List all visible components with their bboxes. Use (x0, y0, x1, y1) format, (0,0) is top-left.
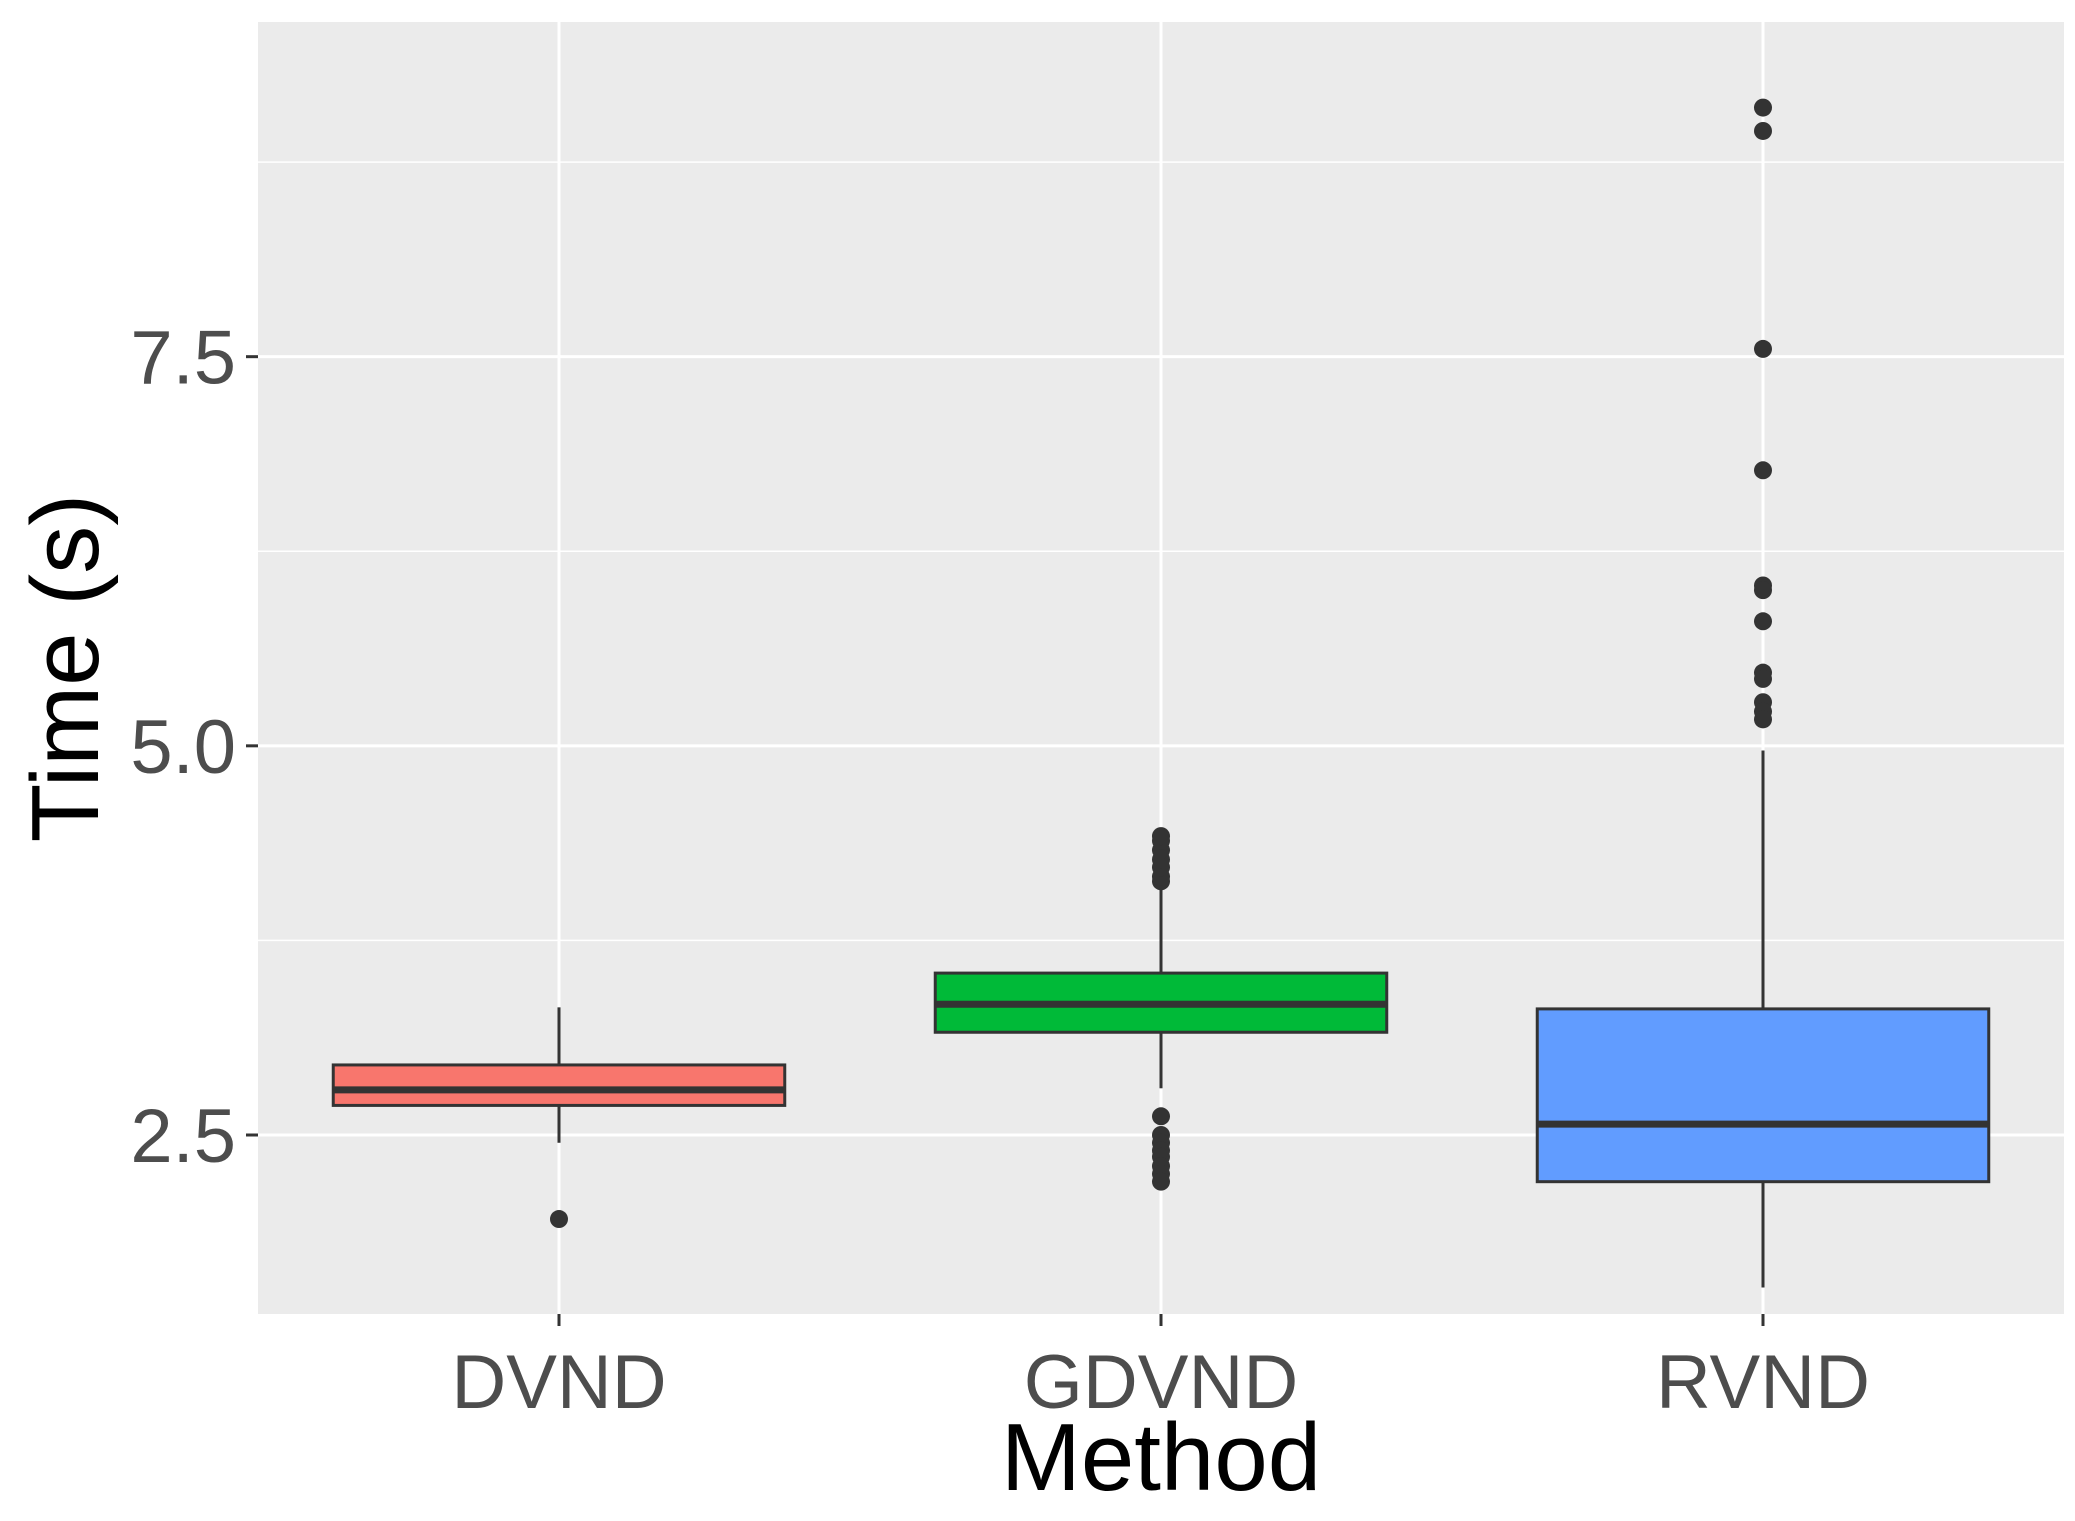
outlier-point (1754, 710, 1772, 729)
x-tick-label: DVND (451, 1340, 666, 1425)
y-tick-label: 2.5 (130, 1094, 236, 1179)
outlier-point (1754, 461, 1772, 480)
box-iqr (331, 1063, 787, 1107)
y-axis: 2.5 5.0 7.5 (130, 316, 258, 1179)
box-iqr (1535, 1007, 1991, 1184)
outlier-point (1754, 121, 1772, 140)
box-rvnd (1535, 98, 1991, 1288)
x-axis-title: Method (1001, 1404, 1321, 1511)
outlier-point (1754, 98, 1772, 117)
outlier-point (1152, 1107, 1170, 1126)
y-tick-label: 5.0 (130, 705, 236, 790)
y-tick-label: 7.5 (130, 316, 236, 401)
outlier-point (1754, 581, 1772, 600)
y-axis-title: Time (s) (12, 494, 119, 842)
box-gdvnd (933, 827, 1389, 1191)
outlier-point (1152, 827, 1170, 846)
x-axis: DVND GDVND RVND (451, 1314, 1870, 1425)
outlier-point (1754, 339, 1772, 358)
box-dvnd (331, 1007, 787, 1229)
x-tick-label: GDVND (1024, 1340, 1298, 1425)
x-tick-label: RVND (1656, 1340, 1870, 1425)
outlier-point (1754, 669, 1772, 688)
outlier-point (1754, 612, 1772, 631)
box-series (331, 98, 1991, 1288)
outlier-point (550, 1210, 568, 1229)
outlier-point (1152, 1172, 1170, 1191)
